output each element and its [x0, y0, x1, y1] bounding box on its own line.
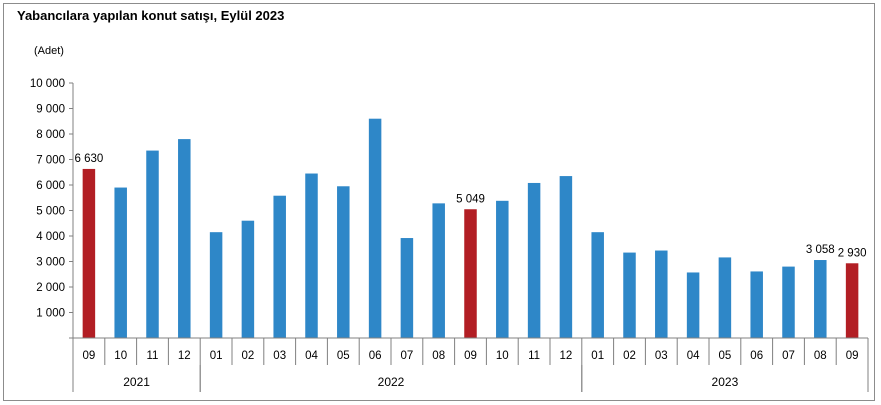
y-tick-label: 8 000	[36, 129, 65, 141]
bar	[305, 173, 318, 338]
month-label: 10	[496, 350, 509, 362]
y-tick-label: 1 000	[36, 308, 65, 320]
month-label: 03	[655, 350, 668, 362]
bar	[559, 176, 573, 338]
bar	[782, 266, 795, 338]
unit-label: (Adet)	[34, 45, 64, 57]
bar	[273, 195, 286, 338]
month-label: 06	[750, 350, 763, 362]
data-labels: 6 630 5 049 3 058 2 930	[75, 153, 867, 259]
y-tick-label: 2 000	[36, 282, 65, 294]
x-axis: 09 10 11 12 01 02 03 04 05 06 07 08 09 10 11 12 01 02 03 04…	[72, 337, 869, 392]
month-label: 06	[369, 350, 382, 362]
data-label: 2 930	[838, 247, 867, 259]
data-label: 6 630	[75, 153, 104, 165]
chart-frame	[3, 3, 875, 401]
month-label: 11	[147, 350, 159, 362]
month-label: 04	[687, 350, 700, 362]
year-label: 2021	[123, 375, 150, 389]
month-label: 01	[591, 350, 604, 362]
bar	[82, 168, 96, 338]
month-label: 04	[305, 350, 318, 362]
month-label: 02	[623, 350, 636, 362]
bars	[82, 118, 859, 338]
month-label: 10	[114, 350, 127, 362]
month-label: 05	[719, 350, 732, 362]
month-label: 09	[846, 350, 859, 362]
data-label: 5 049	[456, 193, 485, 205]
bar	[623, 252, 636, 338]
y-tick-label: 9 000	[36, 104, 65, 116]
bar	[368, 118, 382, 338]
bar	[209, 232, 223, 338]
chart-title: Yabancılara yapılan konut satışı, Eylül …	[17, 8, 284, 23]
month-label: 08	[814, 350, 827, 362]
bar	[527, 182, 541, 338]
bar	[750, 271, 763, 338]
bar	[814, 260, 827, 338]
y-tick-label: 6 000	[36, 180, 65, 192]
bar	[655, 250, 668, 338]
y-tick-label: 3 000	[36, 257, 65, 269]
bar	[845, 263, 859, 338]
month-label: 05	[337, 350, 350, 362]
month-label: 09	[464, 350, 477, 362]
bar	[718, 257, 732, 338]
month-label: 02	[242, 350, 255, 362]
month-label: 07	[401, 350, 414, 362]
bar	[591, 232, 604, 338]
y-tick-label: 10 000	[30, 78, 65, 90]
y-tick-label: 5 000	[36, 206, 65, 218]
bar	[464, 209, 477, 338]
bar	[432, 203, 445, 338]
bar	[337, 186, 350, 338]
bar	[241, 220, 255, 338]
bar	[686, 272, 700, 338]
year-label: 2022	[378, 375, 405, 389]
y-axis: 1 000 2 000 3 000 4 000 5 000 6 000 7 000 8 000…	[30, 78, 74, 339]
bar	[496, 200, 509, 338]
month-label: 12	[560, 350, 573, 362]
bar	[114, 187, 127, 338]
data-label: 3 058	[806, 244, 835, 256]
month-label: 09	[83, 350, 96, 362]
year-label: 2023	[712, 375, 739, 389]
bar	[146, 150, 159, 338]
y-tick-label: 7 000	[36, 155, 65, 167]
month-label: 01	[210, 350, 223, 362]
month-label: 07	[782, 350, 795, 362]
bar	[178, 139, 191, 338]
bar	[400, 238, 414, 338]
y-tick-label: 4 000	[36, 231, 65, 243]
month-label: 08	[432, 350, 445, 362]
month-label: 12	[178, 350, 191, 362]
month-label: 11	[528, 350, 540, 362]
month-label: 03	[273, 350, 286, 362]
